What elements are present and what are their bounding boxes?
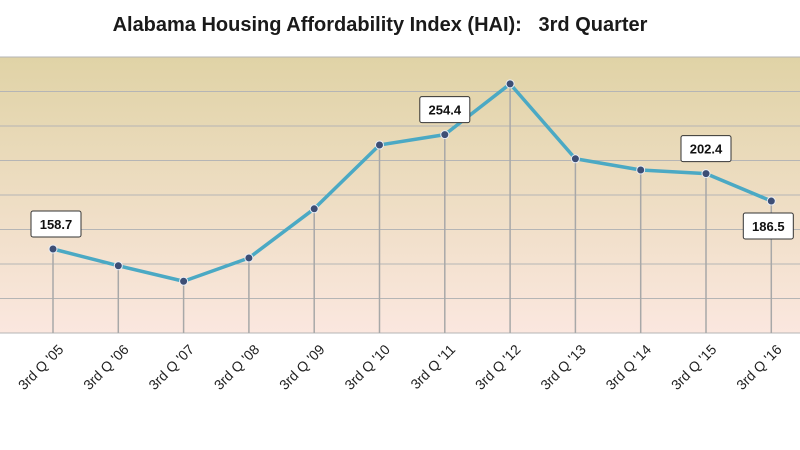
data-label-box [419,96,471,124]
data-label-box [30,210,82,238]
data-point [636,165,646,175]
data-label-text: 158.7 [40,217,73,232]
x-tick-label: 3rd Q '15 [668,341,720,393]
x-tick-label: 3rd Q '16 [733,341,785,393]
x-tick-label: 3rd Q '14 [602,341,654,393]
data-label-box [680,135,732,163]
data-point [570,154,580,164]
x-tick-label: 3rd Q '10 [341,341,393,393]
data-label: 186.5 [742,212,794,240]
data-label-text: 254.4 [429,103,462,118]
data-label-text: 186.5 [752,219,785,234]
x-tick-label: 3rd Q '06 [80,341,132,393]
gridlines [0,56,800,334]
series-line [52,82,772,283]
data-label-text: 202.4 [690,142,723,157]
x-tick-label: 3rd Q '11 [407,341,458,392]
data-label: 202.4 [680,135,732,163]
x-tick-label: 3rd Q '08 [211,341,263,393]
data-label: 158.7 [30,210,82,238]
markers [48,79,776,286]
chart-title: Alabama Housing Affordability Index (HAI… [112,14,648,36]
data-labels: 158.7 254.4 202.4 186.5 [30,96,794,240]
x-axis-ticks: 3rd Q '05 3rd Q '06 3rd Q '07 3rd Q '08 3rd … [15,341,785,393]
data-point [309,204,319,214]
x-tick-label: 3rd Q '05 [15,341,67,393]
x-tick-label: 3rd Q '09 [276,341,328,393]
data-label: 254.4 [419,96,471,124]
data-point [375,140,384,150]
x-tick-label: 3rd Q '13 [537,341,589,393]
data-point [113,261,123,271]
data-point [48,244,58,254]
x-tick-label: 3rd Q '12 [472,341,524,393]
data-point [179,276,189,286]
data-point [244,253,254,263]
data-point [505,79,515,89]
x-tick-label: 3rd Q '07 [145,341,197,393]
data-label-box [742,212,794,240]
data-point [766,196,776,206]
drop-lines [52,83,773,333]
data-point [440,130,450,140]
data-point [701,169,711,179]
